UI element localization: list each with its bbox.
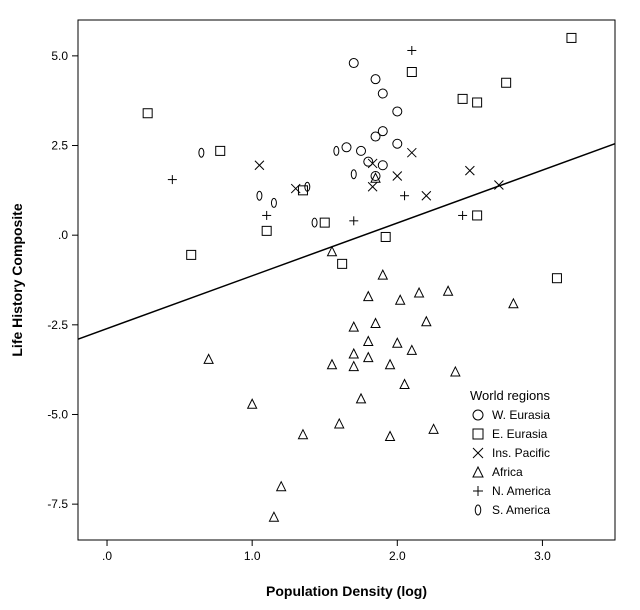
chart-svg: .0 1.0 2.0 3.0 -7.5 -5.0 -2.5 .0 2.5 5.0 Populatio…	[0, 0, 640, 610]
y-tick-label: -2.5	[47, 318, 68, 332]
legend-item-label: W. Eurasia	[492, 408, 550, 422]
y-tick-label: 2.5	[51, 139, 68, 153]
y-tick-label: -5.0	[47, 407, 68, 421]
x-axis-title: Population Density (log)	[266, 583, 427, 599]
legend-item-label: S. America	[492, 503, 550, 517]
legend-title: World regions	[470, 388, 550, 403]
y-axis-title: Life History Composite	[9, 203, 25, 356]
scatter-chart: .0 1.0 2.0 3.0 -7.5 -5.0 -2.5 .0 2.5 5.0 Populatio…	[0, 0, 640, 610]
y-tick-label: -7.5	[47, 497, 68, 511]
x-tick-label: .0	[102, 549, 112, 563]
legend-item-label: E. Eurasia	[492, 427, 548, 441]
x-tick-label: 3.0	[534, 549, 551, 563]
y-tick-label: .0	[58, 228, 68, 242]
legend-item-label: N. America	[492, 484, 551, 498]
y-tick-label: 5.0	[51, 49, 68, 63]
x-tick-label: 1.0	[244, 549, 261, 563]
legend-item-label: Africa	[492, 465, 523, 479]
x-tick-label: 2.0	[389, 549, 406, 563]
legend-item-label: Ins. Pacific	[492, 446, 550, 460]
